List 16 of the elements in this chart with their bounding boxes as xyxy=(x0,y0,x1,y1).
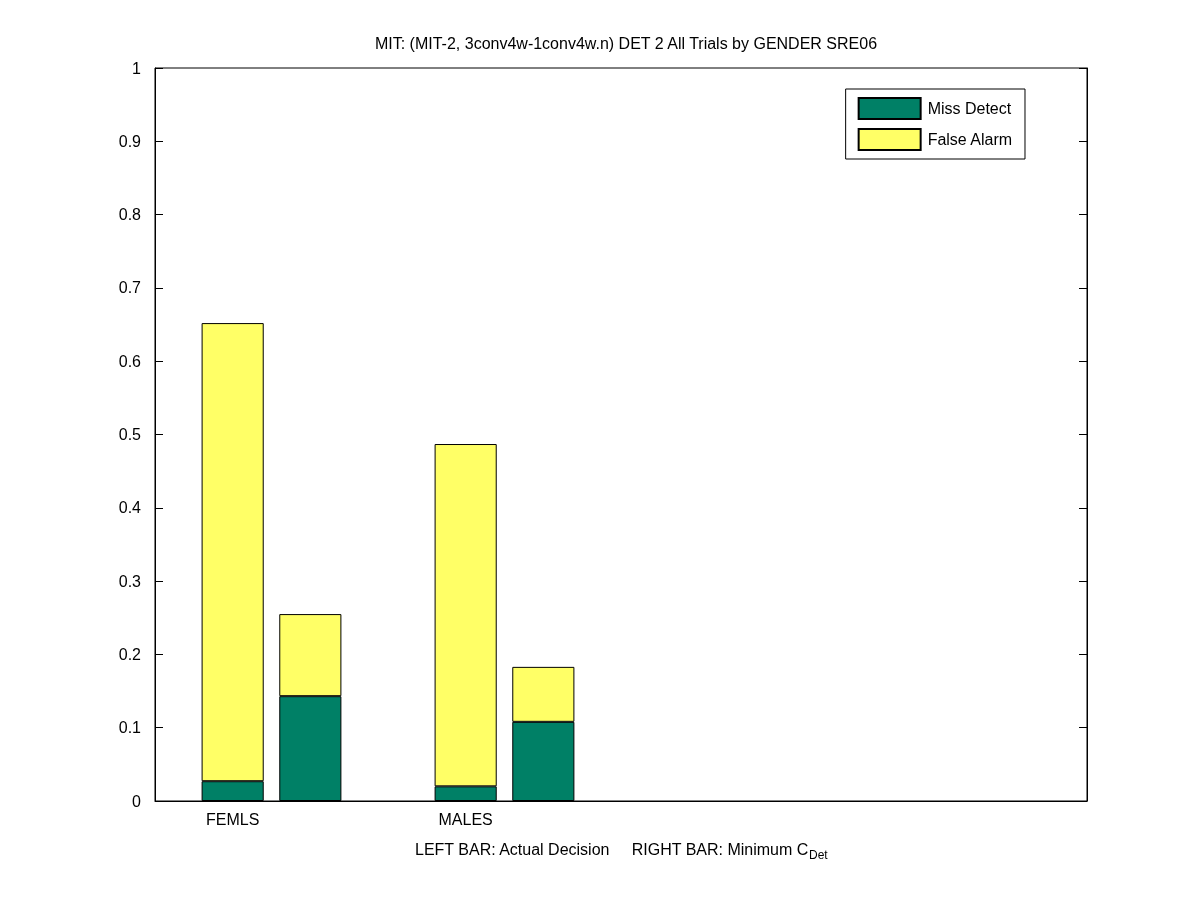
y-tick-label: 0.7 xyxy=(118,279,142,297)
y-tick-label: 0.5 xyxy=(118,426,142,443)
x-tick-label: MALES xyxy=(438,810,493,828)
y-tick-label: 0.8 xyxy=(118,206,142,224)
y-tick-label: 0 xyxy=(132,792,142,810)
y-tick-label: 1 xyxy=(132,59,142,77)
y-tick-label: 0.4 xyxy=(118,499,142,517)
y-tick-label: 0.2 xyxy=(118,645,142,663)
y-tick-label: 0.1 xyxy=(118,719,142,737)
legend-label: Miss Detect xyxy=(927,100,1012,117)
chart-title: MIT: (MIT-2, 3conv4w-1conv4w.n) DET 2 All Trials by GENDER SRE06 xyxy=(374,34,878,52)
y-tick-label: 0.6 xyxy=(118,352,142,370)
y-tick-label: 0.9 xyxy=(118,132,142,150)
x-tick-label: FEMLS xyxy=(205,810,260,828)
y-tick-label: 0.3 xyxy=(118,572,142,590)
legend-label: False Alarm xyxy=(927,131,1013,148)
